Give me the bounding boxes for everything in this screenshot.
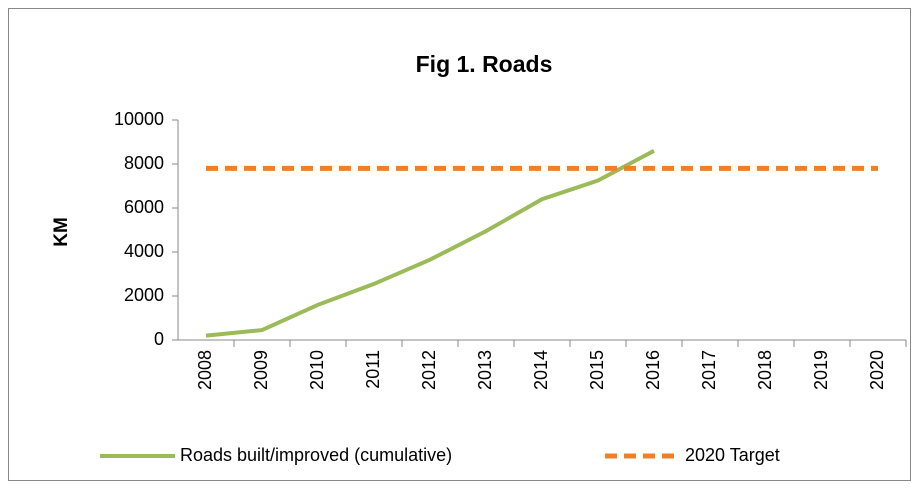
y-tick-label: 2000 xyxy=(124,285,164,305)
y-tick-label: 6000 xyxy=(124,197,164,217)
x-tick-label: 2014 xyxy=(531,350,551,390)
x-tick-label: 2013 xyxy=(475,350,495,390)
y-tick-label: 4000 xyxy=(124,241,164,261)
x-tick-label: 2020 xyxy=(867,350,887,390)
legend-label: 2020 Target xyxy=(685,445,780,465)
x-tick-label: 2019 xyxy=(811,350,831,390)
x-tick-label: 2017 xyxy=(699,350,719,390)
y-tick-label: 0 xyxy=(154,329,164,349)
chart-title: Fig 1. Roads xyxy=(416,51,553,77)
x-tick-label: 2018 xyxy=(755,350,775,390)
x-tick-label: 2016 xyxy=(643,350,663,390)
x-tick-label: 2009 xyxy=(251,350,271,390)
y-axis-label: KM xyxy=(51,217,72,247)
series-line xyxy=(205,149,655,338)
y-tick-label: 10000 xyxy=(114,109,164,129)
x-tick-label: 2015 xyxy=(587,350,607,390)
x-tick-label: 2012 xyxy=(419,350,439,390)
x-tick-label: 2011 xyxy=(363,350,383,389)
x-tick-label: 2010 xyxy=(307,350,327,390)
x-tick-label: 2008 xyxy=(195,350,215,390)
legend-label: Roads built/improved (cumulative) xyxy=(180,445,452,465)
y-tick-label: 8000 xyxy=(124,153,164,173)
